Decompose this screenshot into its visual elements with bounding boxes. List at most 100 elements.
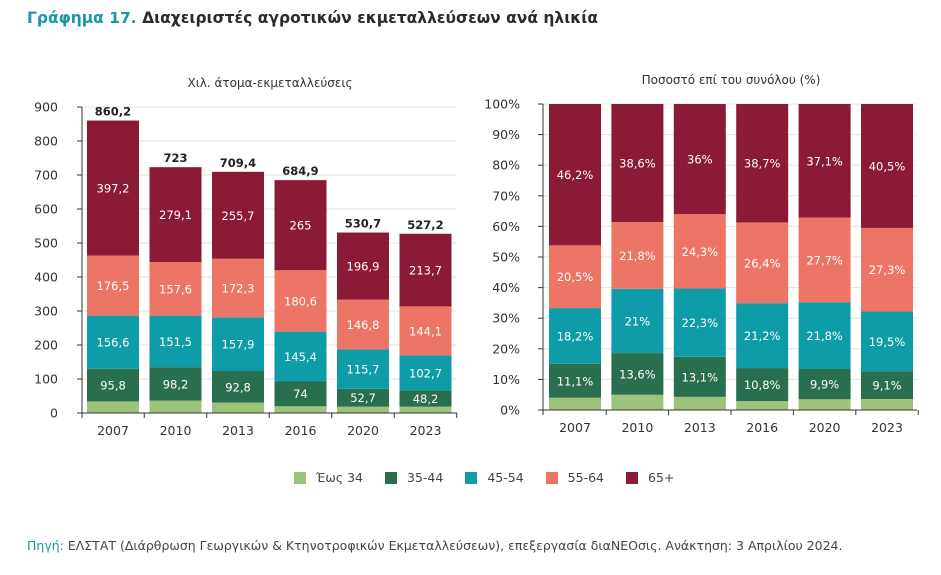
bar-segment bbox=[87, 120, 139, 256]
data-label: 38,7% bbox=[744, 157, 781, 171]
total-label: 860,2 bbox=[95, 105, 131, 119]
data-label: 26,4% bbox=[744, 256, 781, 270]
chart-title: Ποσοστό επί του συνόλου (%) bbox=[642, 73, 821, 87]
data-label: 213,7 bbox=[409, 264, 442, 278]
data-label: 21,8% bbox=[806, 329, 843, 343]
bar-segment bbox=[399, 390, 452, 407]
source-label: Πηγή: bbox=[27, 538, 64, 553]
percent-chart: Ποσοστό επί του συνόλου (%) 0% 10% 20% 30% 40… bbox=[484, 73, 919, 435]
bar-segment bbox=[798, 368, 851, 400]
x-tick-label: 2020 bbox=[347, 423, 379, 438]
bar-segment bbox=[337, 388, 389, 407]
bar-segment bbox=[87, 401, 139, 413]
legend-label: Έως 34 bbox=[316, 470, 364, 485]
data-label: 10,8% bbox=[744, 378, 781, 392]
bar-segment bbox=[337, 299, 389, 350]
bar-segment bbox=[212, 258, 264, 318]
data-label: 13,1% bbox=[682, 370, 719, 384]
figure-title-text: Διαχειριστές αγροτικών εκμεταλλεύσεων αν… bbox=[142, 9, 598, 27]
total-label: 530,7 bbox=[345, 217, 381, 231]
data-label: 196,9 bbox=[347, 260, 380, 274]
data-label: 11,1% bbox=[557, 374, 594, 388]
bar-segment bbox=[736, 104, 789, 223]
bar-segment bbox=[673, 288, 726, 357]
bar-segment bbox=[149, 262, 202, 316]
bar-segment bbox=[736, 303, 789, 369]
legend-item: 55-64 bbox=[545, 470, 604, 485]
data-label: 46,2% bbox=[557, 168, 594, 182]
data-label: 22,3% bbox=[682, 316, 719, 330]
data-label: 176,5 bbox=[97, 279, 130, 293]
bar-segment bbox=[861, 371, 913, 399]
y-tick-label: 60% bbox=[492, 219, 520, 234]
y-tick-label: 700 bbox=[34, 168, 58, 183]
bar-segment bbox=[149, 315, 202, 368]
data-label: 19,5% bbox=[869, 335, 906, 349]
bar-segment bbox=[673, 396, 726, 410]
bar-segment bbox=[399, 406, 452, 413]
bar-segment bbox=[337, 349, 389, 389]
y-tick-label: 300 bbox=[34, 304, 58, 319]
data-label: 397,2 bbox=[97, 182, 130, 196]
bar-segment bbox=[212, 371, 264, 403]
data-label: 115,7 bbox=[347, 363, 380, 377]
y-tick-label: 70% bbox=[492, 188, 520, 203]
bar-segment bbox=[861, 227, 913, 312]
data-label: 95,8 bbox=[100, 379, 126, 393]
x-tick-label: 2016 bbox=[285, 423, 317, 438]
bar-segment bbox=[212, 402, 264, 413]
data-label: 102,7 bbox=[409, 366, 442, 380]
legend-item: 35-44 bbox=[385, 470, 443, 485]
figure-title: Γράφημα 17. Διαχειριστές αγροτικών εκμετ… bbox=[27, 9, 598, 27]
bar-segment bbox=[861, 311, 913, 372]
figure-number: Γράφημα 17. bbox=[27, 9, 137, 27]
bar-segment bbox=[861, 398, 913, 410]
bar-segment bbox=[611, 394, 664, 410]
bar-segment bbox=[611, 104, 664, 223]
x-tick-label: 2010 bbox=[621, 420, 653, 435]
y-tick-label: 50% bbox=[492, 250, 520, 265]
y-tick-label: 400 bbox=[34, 270, 58, 285]
x-tick-label: 2010 bbox=[160, 423, 192, 438]
data-label: 37,1% bbox=[806, 154, 843, 168]
x-tick-label: 2020 bbox=[809, 420, 841, 435]
data-label: 144,1 bbox=[409, 324, 442, 338]
bar-segment bbox=[611, 353, 664, 395]
y-tick-label: 80% bbox=[492, 158, 520, 173]
data-label: 145,4 bbox=[284, 350, 317, 364]
data-label: 74 bbox=[293, 387, 308, 401]
bar-segment bbox=[87, 255, 139, 316]
bar-segment bbox=[549, 308, 601, 364]
y-tick-label: 0 bbox=[50, 406, 58, 421]
y-tick-label: 500 bbox=[34, 236, 58, 251]
data-label: 27,7% bbox=[806, 253, 843, 267]
legend-swatch bbox=[385, 471, 398, 484]
bar-segment bbox=[549, 245, 601, 309]
y-tick-label: 90% bbox=[492, 127, 520, 142]
data-label: 279,1 bbox=[159, 208, 192, 222]
legend-swatch bbox=[294, 471, 306, 484]
legend-label: 35-44 bbox=[407, 470, 444, 485]
bar-segment bbox=[798, 217, 851, 303]
x-tick-label: 2007 bbox=[559, 420, 591, 435]
bar-segment bbox=[274, 180, 327, 271]
total-label: 684,9 bbox=[282, 164, 318, 178]
data-label: 98,2 bbox=[163, 377, 189, 391]
data-label: 38,6% bbox=[619, 157, 656, 171]
bar-segment bbox=[673, 104, 726, 215]
legend-swatch bbox=[545, 471, 558, 484]
legend-item: 45-54 bbox=[465, 470, 524, 485]
bar-segment bbox=[149, 367, 202, 401]
bar-segment bbox=[274, 270, 327, 332]
bar-segment bbox=[337, 232, 389, 300]
y-tick-label: 900 bbox=[34, 100, 58, 115]
bar-segment bbox=[274, 381, 327, 407]
bar-segment bbox=[149, 167, 202, 263]
legend-swatch bbox=[626, 471, 638, 484]
bar-segment bbox=[549, 363, 601, 398]
bar-segment bbox=[798, 302, 851, 369]
x-tick-label: 2007 bbox=[97, 423, 129, 438]
y-tick-label: 40% bbox=[492, 280, 520, 295]
data-label: 21% bbox=[625, 314, 651, 328]
